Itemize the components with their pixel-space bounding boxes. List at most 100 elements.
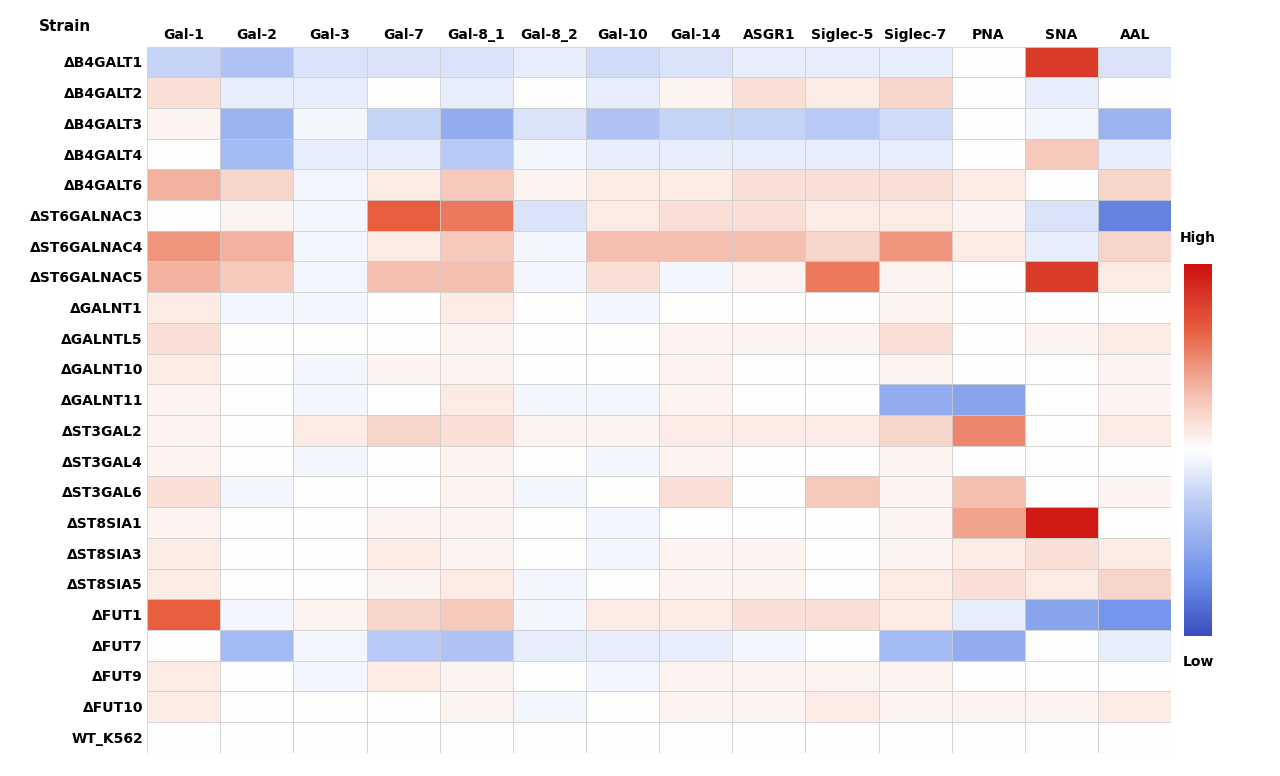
Bar — [805, 538, 878, 569]
Bar — [1098, 200, 1171, 230]
Bar — [366, 230, 440, 262]
Bar — [1098, 78, 1171, 108]
Bar — [513, 599, 586, 630]
Bar — [952, 599, 1025, 630]
Bar — [952, 200, 1025, 230]
Bar — [732, 722, 805, 753]
Bar — [440, 354, 513, 384]
Bar — [513, 354, 586, 384]
Bar — [732, 476, 805, 507]
Bar — [147, 660, 220, 691]
Bar — [293, 78, 366, 108]
Bar — [1025, 262, 1098, 293]
Bar — [220, 722, 293, 753]
Bar — [440, 507, 513, 538]
Bar — [659, 78, 732, 108]
Bar — [1025, 230, 1098, 262]
Bar — [952, 293, 1025, 323]
Bar — [586, 722, 659, 753]
Bar — [440, 230, 513, 262]
Bar — [805, 569, 878, 599]
Bar — [220, 660, 293, 691]
Bar — [878, 354, 952, 384]
Bar — [220, 691, 293, 722]
Bar — [878, 78, 952, 108]
Bar — [805, 262, 878, 293]
Bar — [293, 630, 366, 660]
Bar — [293, 507, 366, 538]
Bar — [1098, 538, 1171, 569]
Bar — [1098, 262, 1171, 293]
Bar — [732, 139, 805, 169]
Bar — [220, 47, 293, 78]
Bar — [586, 262, 659, 293]
Bar — [147, 139, 220, 169]
Bar — [366, 78, 440, 108]
Bar — [952, 384, 1025, 415]
Bar — [366, 354, 440, 384]
Bar — [366, 200, 440, 230]
Bar — [366, 415, 440, 445]
Bar — [878, 47, 952, 78]
Bar — [220, 293, 293, 323]
Bar — [440, 108, 513, 139]
Bar — [147, 354, 220, 384]
Bar — [1025, 476, 1098, 507]
Bar — [659, 200, 732, 230]
Bar — [440, 476, 513, 507]
Bar — [952, 630, 1025, 660]
Bar — [220, 108, 293, 139]
Bar — [878, 230, 952, 262]
Bar — [147, 538, 220, 569]
Bar — [1025, 47, 1098, 78]
Bar — [1025, 323, 1098, 354]
Bar — [293, 47, 366, 78]
Bar — [732, 415, 805, 445]
Text: High: High — [1180, 231, 1216, 245]
Bar — [732, 108, 805, 139]
Bar — [952, 230, 1025, 262]
Bar — [659, 230, 732, 262]
Bar — [805, 415, 878, 445]
Bar — [147, 507, 220, 538]
Bar — [586, 78, 659, 108]
Bar — [1025, 630, 1098, 660]
Bar — [147, 78, 220, 108]
Bar — [366, 630, 440, 660]
Bar — [1098, 722, 1171, 753]
Bar — [878, 445, 952, 476]
Bar — [440, 538, 513, 569]
Bar — [878, 415, 952, 445]
Text: Low: Low — [1183, 655, 1213, 669]
Bar — [293, 293, 366, 323]
Bar — [586, 169, 659, 200]
Bar — [147, 323, 220, 354]
Bar — [513, 78, 586, 108]
Bar — [878, 538, 952, 569]
Bar — [659, 722, 732, 753]
Bar — [878, 660, 952, 691]
Bar — [878, 200, 952, 230]
Bar — [732, 262, 805, 293]
Bar — [1025, 538, 1098, 569]
Bar — [293, 599, 366, 630]
Bar — [952, 139, 1025, 169]
Bar — [805, 722, 878, 753]
Bar — [586, 47, 659, 78]
Bar — [513, 445, 586, 476]
Bar — [805, 476, 878, 507]
Bar — [659, 323, 732, 354]
Bar — [1025, 691, 1098, 722]
Bar — [440, 262, 513, 293]
Bar — [732, 354, 805, 384]
Bar — [513, 630, 586, 660]
Bar — [293, 415, 366, 445]
Bar — [805, 660, 878, 691]
Bar — [220, 78, 293, 108]
Bar — [366, 569, 440, 599]
Bar — [1025, 722, 1098, 753]
Bar — [440, 384, 513, 415]
Bar — [732, 200, 805, 230]
Bar — [878, 169, 952, 200]
Bar — [1025, 599, 1098, 630]
